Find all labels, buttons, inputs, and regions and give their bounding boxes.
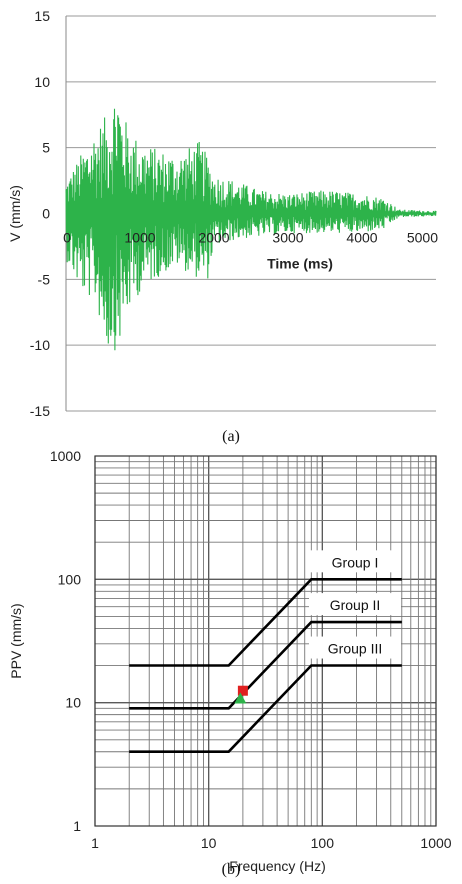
x-tick-label: 3000	[272, 230, 303, 246]
y-tick-label: 10	[34, 74, 50, 90]
y-tick-label: 5	[42, 140, 50, 156]
y-tick-label: 100	[58, 571, 82, 587]
x-tick-label: 5000	[407, 230, 438, 246]
ppv-frequency-chart: 1 10 100 1000 1000 100 10 1 Group I Group II Group…	[8, 448, 452, 878]
y-tick-label: -10	[30, 337, 50, 353]
series-line-group-1	[129, 578, 402, 667]
y-tick-label: 1	[73, 818, 81, 834]
data-point-square	[237, 685, 248, 696]
x-tick-label: 100	[311, 835, 335, 851]
series-label-box	[309, 593, 401, 616]
x-tick-label: 4000	[346, 230, 377, 246]
velocity-series-line	[65, 108, 437, 351]
caption-b: (b)	[222, 861, 241, 878]
x-tick-label: 1000	[124, 230, 155, 246]
x-tick-label: 10	[201, 835, 217, 851]
series-line-group-2	[129, 620, 402, 710]
series-label-box	[309, 636, 401, 659]
series-label: Group I	[332, 554, 379, 570]
series-label: Group II	[330, 597, 381, 613]
y-tick-label: 1000	[50, 448, 81, 464]
x-axis-title: Time (ms)	[267, 256, 333, 272]
y-tick-label: 15	[34, 8, 50, 24]
y-axis-title: V (mm/s)	[7, 185, 23, 242]
series-label: Group III	[328, 641, 382, 657]
y-tick-label: -5	[38, 271, 51, 287]
x-axis-title: Frequency (Hz)	[229, 858, 325, 874]
time-history-chart: 15 10 5 0 -5 -10 -15 0 1000 2000 3000 4000 5000 Time …	[7, 8, 438, 445]
data-point-triangle	[234, 692, 247, 704]
x-tick-label: 1000	[420, 835, 451, 851]
y-tick-label: 0	[42, 206, 50, 222]
series-label-box	[309, 550, 401, 573]
x-tick-label: 2000	[198, 230, 229, 246]
series-line-group-3	[129, 664, 402, 753]
y-axis-title: PPV (mm/s)	[8, 603, 24, 678]
y-tick-label: 10	[65, 695, 81, 711]
x-tick-label: 0	[63, 230, 71, 246]
y-tick-label: -15	[30, 403, 50, 419]
caption-a: (a)	[222, 428, 240, 445]
plot-border	[94, 455, 437, 827]
x-tick-label: 1	[91, 835, 99, 851]
